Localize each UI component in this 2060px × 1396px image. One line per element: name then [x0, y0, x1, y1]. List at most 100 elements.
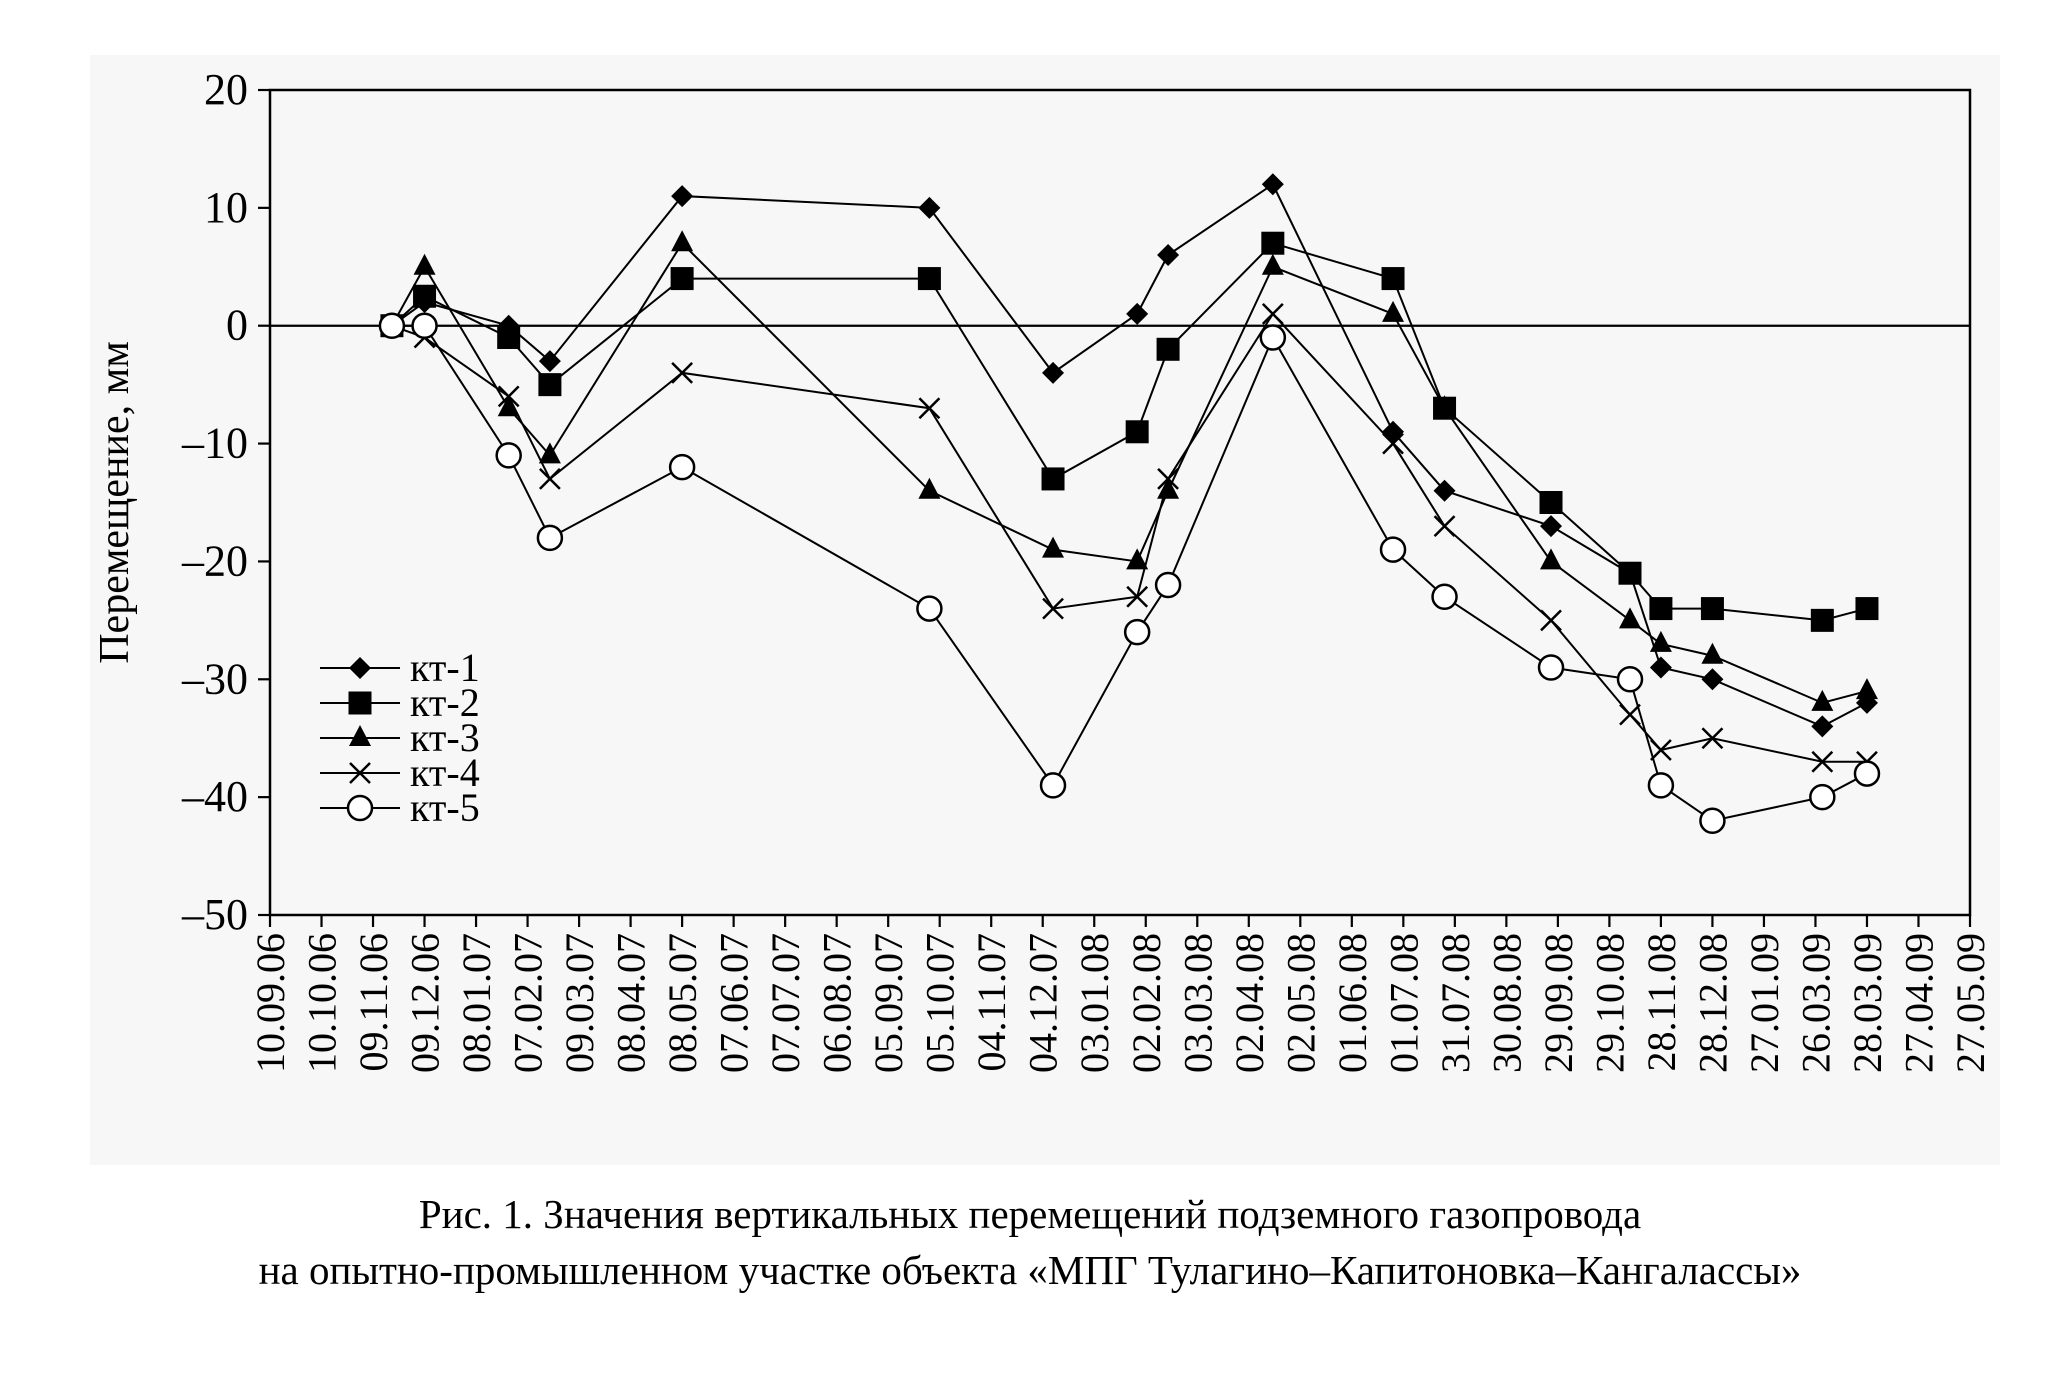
series-5-point [1379, 536, 1407, 563]
series-5-point [668, 453, 696, 481]
series-3-line [391, 241, 1868, 704]
series-5-point [1123, 618, 1151, 646]
legend-label: кт-5 [410, 785, 480, 830]
series-5 [378, 312, 1881, 834]
series-4-point [671, 361, 694, 384]
legend-item-5: кт-5 [320, 785, 480, 830]
x-tick-label: 02.02.08 [1124, 933, 1169, 1073]
series-4-point [1650, 739, 1672, 761]
x-tick-label: 10.09.06 [248, 933, 293, 1073]
series-3-point [1855, 678, 1878, 700]
series-5-point [495, 442, 522, 469]
series-4-point [1433, 515, 1456, 537]
series-2-point [538, 373, 562, 397]
legend-marker [348, 691, 372, 715]
x-tick-label: 28.12.08 [1690, 933, 1735, 1073]
x-tick-label: 28.03.09 [1845, 933, 1890, 1073]
series-4-point [1261, 303, 1284, 325]
x-tick-label: 03.03.08 [1175, 933, 1220, 1073]
series-1-point [1261, 173, 1284, 196]
y-tick-label: –20 [181, 536, 248, 585]
series-3-point [918, 477, 941, 499]
x-tick-label: 09.03.07 [557, 933, 602, 1073]
series-2 [380, 231, 1879, 632]
series-1-point [1042, 361, 1065, 384]
x-tick-label: 02.04.08 [1227, 933, 1272, 1073]
x-marker-stroke [1157, 468, 1179, 490]
x-tick-label: 07.07.07 [763, 933, 808, 1073]
x-tick-label: 08.05.07 [660, 933, 705, 1073]
series-1-point [1701, 668, 1724, 691]
x-marker-stroke [1126, 585, 1149, 608]
chart-series [378, 173, 1881, 834]
x-marker-stroke [1701, 727, 1724, 750]
x-marker-stroke [349, 762, 371, 784]
series-2-point [1125, 420, 1149, 444]
y-tick-label: 0 [226, 301, 248, 350]
series-3-point [1261, 253, 1284, 275]
series-1-point [671, 185, 694, 208]
series-5-point [1039, 772, 1067, 799]
series-5-point [536, 524, 564, 552]
y-tick-label: –50 [181, 890, 248, 939]
series-4-point [497, 385, 520, 408]
legend-marker [349, 657, 371, 679]
x-marker-stroke [1540, 609, 1562, 632]
series-5-point [1259, 324, 1287, 351]
series-2-point [1700, 597, 1724, 621]
x-marker-stroke [1261, 303, 1284, 325]
series-5-point [1699, 807, 1726, 834]
x-tick-label: 10.10.06 [300, 933, 345, 1073]
x-marker-stroke [1382, 432, 1404, 455]
series-1-point [1126, 302, 1149, 325]
x-marker-stroke [1811, 750, 1834, 773]
series-3-point [1433, 395, 1456, 417]
series-2-point [1618, 561, 1642, 585]
series-2-point [1855, 597, 1879, 621]
series-4 [381, 303, 1878, 773]
series-2-point [1539, 491, 1563, 514]
series-1-point [1649, 656, 1672, 679]
series-4-point [1042, 597, 1064, 620]
series-1-point [1811, 715, 1834, 738]
series-2-point [1381, 267, 1405, 291]
series-4-point [1126, 585, 1149, 608]
figure-caption-line-1: Рис. 1. Значения вертикальных перемещени… [418, 1191, 1642, 1237]
series-3-point [1701, 642, 1724, 664]
x-marker-stroke [1042, 597, 1064, 620]
series-4-point [1701, 727, 1724, 750]
x-tick-label: 08.04.07 [609, 933, 654, 1073]
series-4-point [539, 468, 561, 490]
x-tick-label: 01.07.08 [1381, 933, 1426, 1073]
series-5-point [411, 312, 438, 339]
series-2-point [413, 284, 437, 308]
series-4-point [1157, 468, 1179, 490]
x-marker-stroke [918, 397, 941, 420]
series-4-point [918, 397, 941, 420]
series-3-point [671, 230, 694, 252]
legend-item-3: кт-3 [320, 715, 480, 760]
series-1 [380, 173, 1878, 738]
y-tick-label: –30 [181, 654, 248, 703]
x-marker-stroke [671, 361, 694, 384]
legend-marker [346, 794, 374, 822]
series-2-point [1261, 231, 1285, 255]
legend-item-1: кт-1 [320, 645, 480, 690]
series-3-point [1649, 630, 1672, 652]
x-tick-label: 08.01.07 [454, 933, 499, 1073]
series-3-point [1042, 536, 1065, 558]
x-tick-label: 28.11.08 [1639, 933, 1684, 1072]
series-5-point [1647, 772, 1675, 799]
legend-label: кт-2 [410, 680, 480, 725]
series-3-point [413, 253, 436, 275]
series-1-point [1157, 244, 1180, 266]
x-tick-label: 31.07.08 [1433, 933, 1478, 1073]
legend-item-2: кт-2 [320, 680, 480, 725]
x-tick-label: 09.12.06 [403, 933, 448, 1073]
series-2-point [1156, 337, 1180, 361]
x-tick-label: 03.01.08 [1072, 933, 1117, 1073]
series-4-point [1382, 432, 1404, 455]
x-tick-label: 07.06.07 [712, 933, 757, 1073]
